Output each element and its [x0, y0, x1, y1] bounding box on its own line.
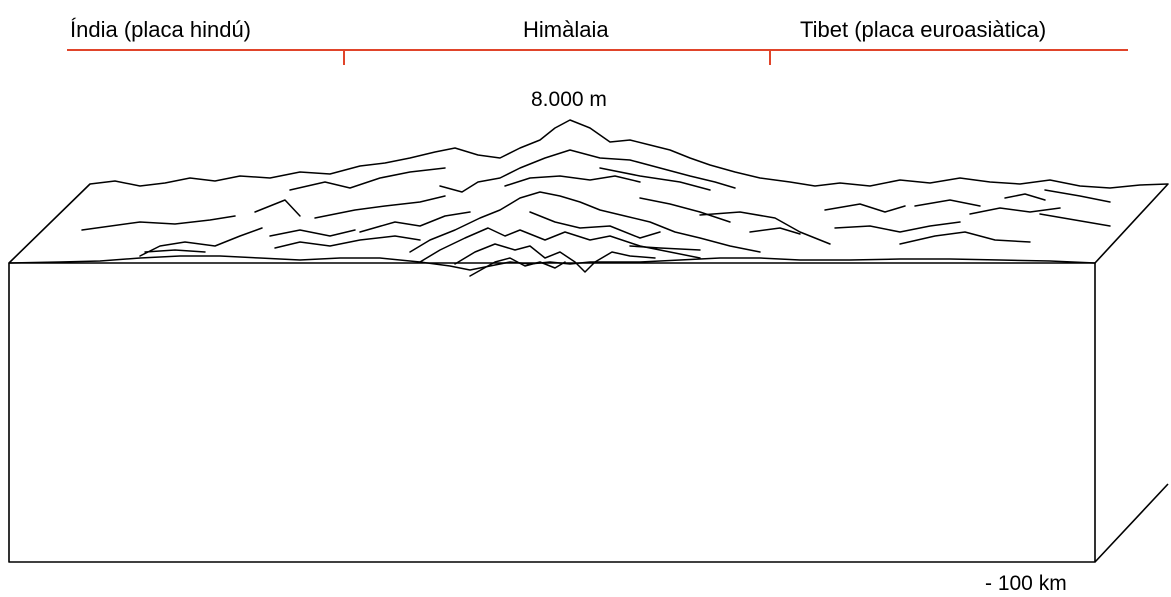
terrain-line-4 — [289, 167, 446, 191]
label-india-plate: Índia (placa hindú) — [70, 17, 252, 42]
label-peak-height: 8.000 m — [531, 88, 607, 111]
terrain-front-edge — [8, 255, 1096, 271]
terrain-line-7 — [274, 235, 421, 249]
terrain-relief — [8, 119, 1169, 277]
terrain-line-14 — [529, 211, 661, 239]
label-tibet-plate: Tibet (placa euroasiàtica) — [800, 17, 1047, 42]
terrain-line-2 — [139, 227, 263, 257]
label-himalaya: Himàlaia — [523, 17, 609, 42]
block-left-top-edge — [8, 183, 91, 264]
terrain-line-9 — [439, 149, 736, 193]
terrain-line-18 — [699, 211, 831, 245]
terrain-line-27 — [1039, 213, 1111, 227]
terrain-line-26 — [1044, 189, 1111, 203]
region-bar — [67, 49, 1128, 65]
terrain-line-29 — [629, 245, 701, 251]
terrain-line-24 — [969, 207, 1061, 215]
terrain-line-6 — [269, 229, 356, 237]
terrain-line-13 — [469, 257, 566, 277]
terrain-line-16 — [599, 167, 711, 191]
block-right-top-edge — [1094, 183, 1169, 264]
terrain-line-23 — [914, 199, 981, 207]
terrain-line-10 — [409, 191, 761, 253]
terrain-line-12 — [454, 243, 656, 273]
terrain-line-20 — [824, 203, 906, 213]
terrain-line-15 — [504, 175, 641, 187]
label-depth: - 100 km — [985, 572, 1067, 595]
terrain-line-3 — [254, 199, 301, 217]
terrain-line-5 — [314, 195, 446, 219]
terrain-line-1 — [81, 215, 236, 231]
block-front-face — [8, 262, 1096, 563]
terrain-line-25 — [1004, 193, 1046, 201]
terrain-line-28 — [144, 249, 206, 253]
terrain-back-ridge — [89, 119, 1169, 189]
terrain-line-21 — [834, 221, 961, 233]
terrain-line-17 — [639, 197, 731, 223]
terrain-line-19 — [749, 227, 801, 235]
terrain-line-8 — [359, 211, 471, 233]
terrain-line-22 — [899, 231, 1031, 245]
block-right-bottom-edge — [1094, 483, 1169, 563]
crust-block — [8, 183, 1169, 563]
